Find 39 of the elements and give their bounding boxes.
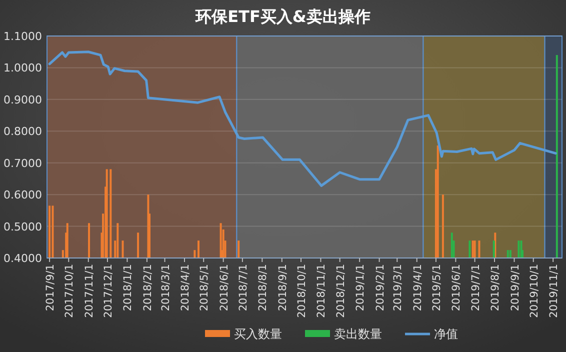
x-tick-label: 2019/4/1 [412,264,424,312]
x-tick-label: 2018/1/1 [122,264,134,312]
x-tick-label: 2018/3/1 [160,264,172,312]
y-tick-label: 0.7000 [4,156,42,170]
y-tick-label: 0.4000 [4,252,42,265]
x-tick-label: 2018/7/1 [237,264,250,312]
x-tick-label: 2017/11/1 [83,264,96,318]
legend-label: 卖出数量 [334,327,382,341]
x-tick-label: 2018/10/1 [296,264,308,318]
y-tick-label: 0.8000 [4,125,42,138]
chart-title: 环保ETF买入&卖出操作 [194,7,370,26]
x-tick-label: 2019/2/1 [374,264,386,312]
x-tick-label: 2019/3/1 [392,264,404,312]
y-tick-label: 0.5000 [4,220,42,234]
legend-label: 净值 [434,327,458,341]
x-tick-label: 2019/8/1 [490,264,502,312]
x-tick-label: 2018/9/1 [276,264,289,312]
x-tick-label: 2018/11/1 [316,264,328,318]
legend-label: 买入数量 [234,327,282,341]
y-tick-label: 0.6000 [4,188,42,202]
x-tick-label: 2018/2/1 [142,264,154,312]
x-tick-label: 2019/7/1 [470,264,482,312]
x-tick-label: 2018/6/1 [218,264,230,312]
y-tick-label: 0.9000 [4,93,42,106]
x-tick-label: 2017/12/1 [102,264,114,318]
x-tick-label: 2019/5/1 [430,264,443,312]
x-tick-label: 2018/5/1 [198,264,211,312]
x-tick-label: 2019/10/1 [528,264,540,318]
x-tick-label: 2017/10/1 [64,264,76,318]
y-tick-label: 1.1000 [4,30,42,43]
x-tick-label: 2019/11/1 [548,264,560,318]
x-tick-label: 2019/9/1 [509,264,522,312]
x-tick-label: 2019/1/1 [354,264,367,312]
y-tick-label: 1.0000 [4,62,42,75]
x-tick-label: 2019/6/1 [450,264,463,312]
x-tick-label: 2018/8/1 [257,264,270,312]
x-tick-label: 2017/9/1 [44,264,57,312]
x-tick-label: 2018/4/1 [180,264,192,312]
x-tick-label: 2018/12/1 [334,264,347,318]
